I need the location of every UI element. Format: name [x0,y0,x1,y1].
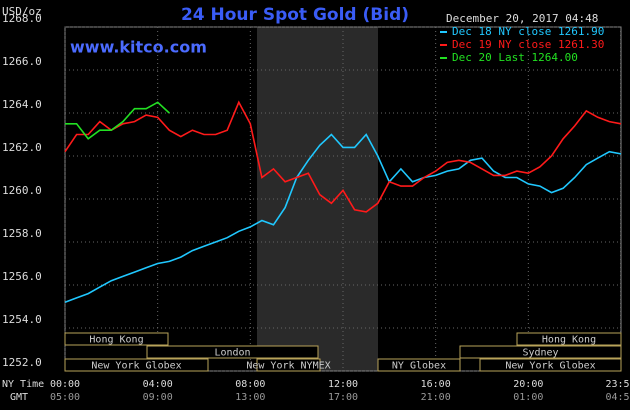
watermark: www.kitco.com [70,38,207,57]
session-box [459,345,622,359]
session-box [479,358,622,372]
x-tick-label: 04:00 [143,379,173,390]
x-tick-label: 16:00 [421,379,451,390]
y-tick-label: 1266.0 [2,55,42,68]
session-label: Hong Kong [542,335,596,346]
legend-label: Dec 19 NY close 1261.30 [452,38,604,51]
series-line [64,133,622,303]
y-tick-label: 1262.0 [2,141,42,154]
series-line [65,101,170,140]
y-tick-label: 1258.0 [2,227,42,240]
session-box [516,332,622,346]
x-tick-label: 20:00 [513,379,543,390]
y-tick-label: 1256.0 [2,270,42,283]
session-label: New York Globex [505,361,595,372]
x2-tick-label: 09:00 [143,392,173,403]
x2-tick-label: 04:59 [605,392,630,403]
session-label: New York NYMEX [246,361,330,372]
x-tick-label: 00:00 [50,379,80,390]
y-tick-label: 1264.0 [2,98,42,111]
x2-axis-label: GMT [10,392,28,403]
x2-tick-label: 13:00 [235,392,265,403]
session-box [64,332,169,346]
session-label: New York Globex [91,361,181,372]
session-box [377,358,461,372]
session-box [146,345,319,359]
y-tick-label: 1260.0 [2,184,42,197]
session-box [64,358,209,372]
y-tick-label: 1254.0 [2,313,42,326]
x2-tick-label: 17:00 [328,392,358,403]
x-tick-label: 23:59 [605,379,630,390]
chart-title: 24 Hour Spot Gold (Bid) [181,5,409,25]
x-tick-label: 12:00 [328,379,358,390]
x2-tick-label: 21:00 [421,392,451,403]
x2-tick-label: 05:00 [50,392,80,403]
series-line [64,100,622,213]
session-label: Hong Kong [89,335,143,346]
y-axis-label: USD/oz [2,5,42,18]
x-axis-label: NY Time [2,379,44,390]
session-box [256,358,321,372]
x-tick-label: 08:00 [235,379,265,390]
legend-label: Dec 18 NY close 1261.90 [452,25,604,38]
y-tick-label: 1252.0 [2,356,42,369]
session-label: NY Globex [392,361,446,372]
timestamp: December 20, 2017 04:48 [446,12,598,25]
y-tick-label: 1268.0 [2,12,42,25]
legend-label: Dec 20 Last 1264.00 [452,51,578,64]
x2-tick-label: 01:00 [513,392,543,403]
session-label: London [214,348,250,359]
session-label: Sydney [522,348,558,359]
